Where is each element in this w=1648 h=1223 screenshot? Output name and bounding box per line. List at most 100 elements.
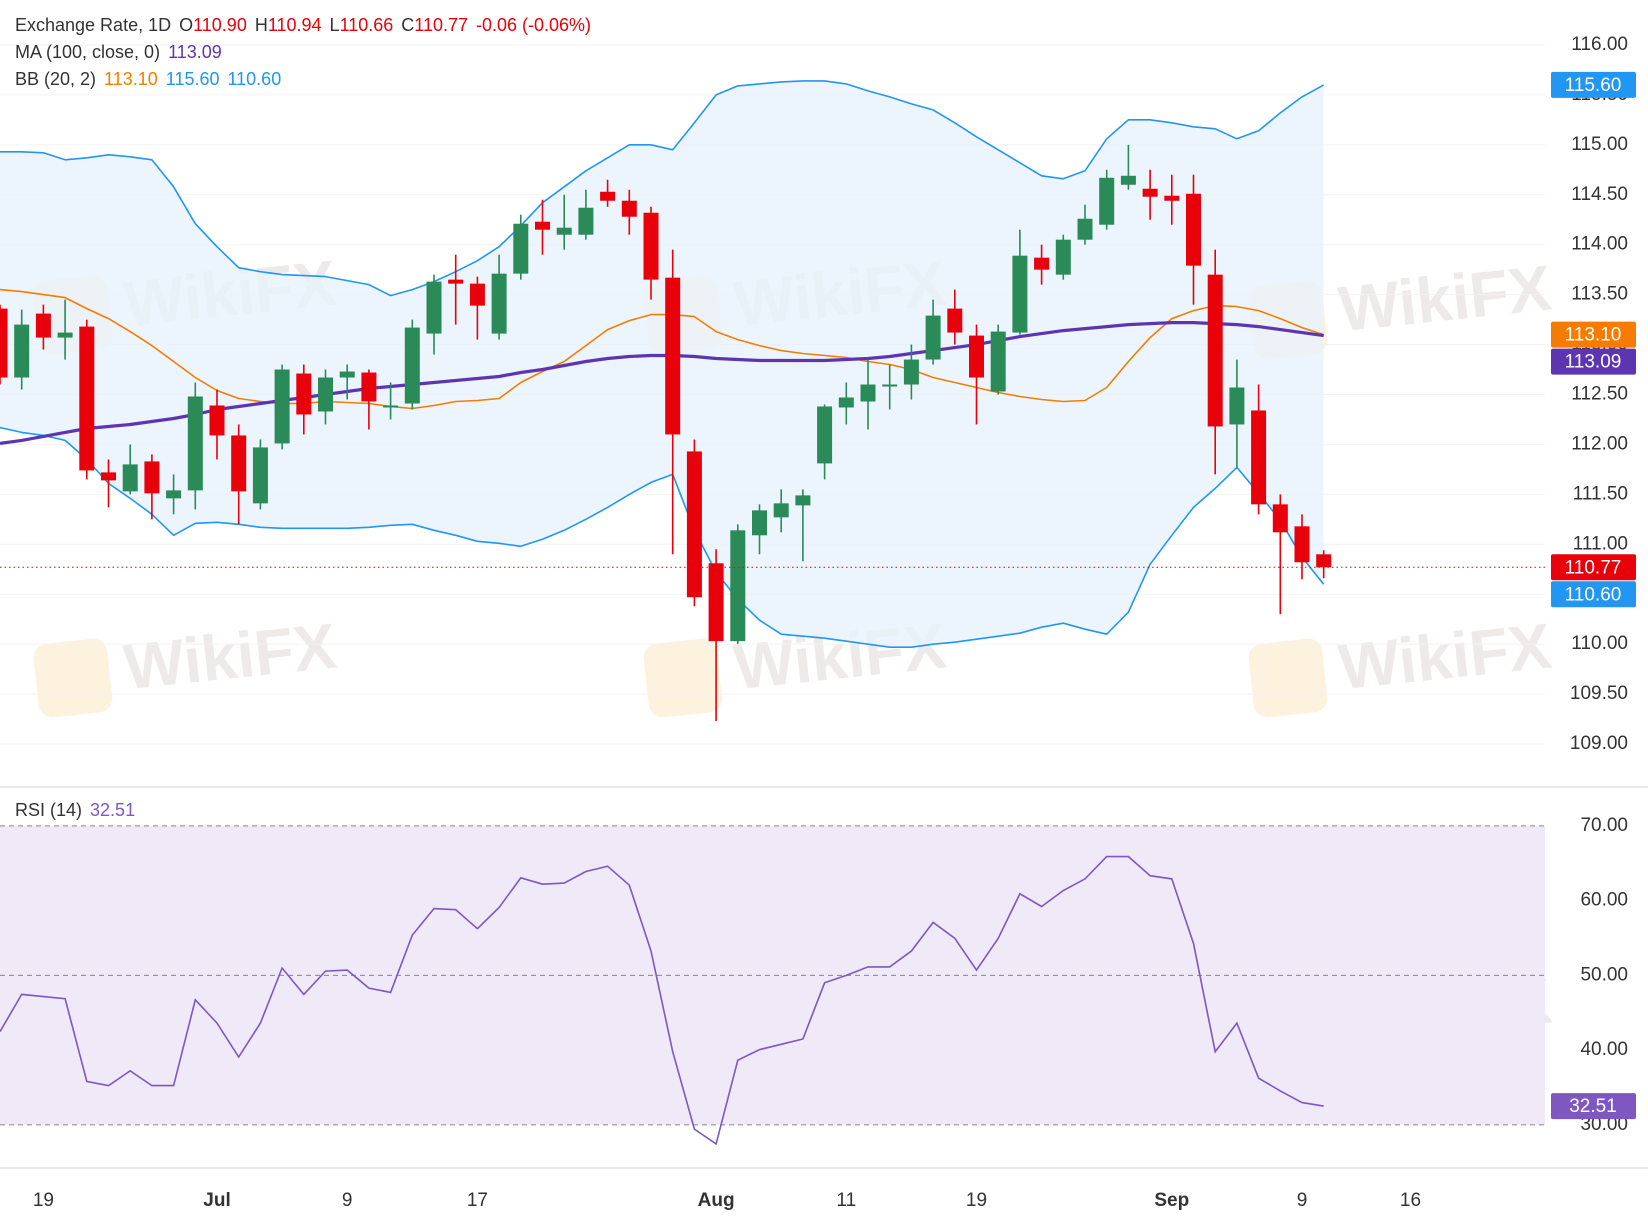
candle-body [274,369,290,444]
candle-body [14,324,30,378]
ohlc-key: O [179,15,194,35]
ohlc-key: C [401,15,415,35]
candle-body [122,464,138,492]
price-tag-label: 115.60 [1565,75,1622,96]
candle-body [101,472,116,481]
candle-body [1229,387,1245,425]
candle-body [990,331,1006,392]
legend-title: Exchange Rate, 1D [15,15,172,35]
indicator-value: 110.60 [227,69,282,89]
indicator-name: RSI (14) [15,800,83,820]
y-tick-label: 70.00 [1580,815,1628,836]
y-tick-label: 114.00 [1571,234,1628,255]
price-pane [0,44,1545,745]
candle-body [404,327,420,404]
candle-body [730,530,746,642]
candle-body [860,384,876,402]
candle-body [773,503,789,518]
ohlc-key: H [254,15,268,35]
rsi-line [0,855,1324,1146]
candle-body [426,281,442,334]
legend: Exchange Rate, 1D O110.90 H110.94 L110.66 C1… [15,12,599,93]
y-tick-label: 111.00 [1573,533,1628,554]
watermark-text: WikiFX [1335,609,1554,703]
ohlc-item: C110.77 [401,15,468,35]
watermark-logo [643,638,723,718]
ohlc-value: 110.90 [193,15,247,35]
indicator-name: BB (20, 2) [15,69,97,89]
candle-body [252,447,268,504]
rsi-pane [0,825,1545,1146]
indicator-value: 113.09 [168,42,222,62]
candle-body [903,359,919,385]
indicator-value: 113.10 [104,69,158,89]
candle-body [1099,177,1115,225]
legend: RSI (14) 32.51 [15,797,143,824]
price-tag-label: 110.77 [1565,557,1622,578]
y-tick-label: 30.00 [1580,1114,1628,1135]
price-tag [1551,554,1636,581]
candle-body [882,384,898,387]
x-tick-label: 17 [467,1190,488,1211]
candle-body [1294,526,1310,563]
price-tag [1551,1093,1636,1120]
rsi-band [0,825,1545,1125]
candle-body [643,212,659,280]
y-tick-label: 112.50 [1571,384,1628,405]
y-tick-label: 60.00 [1580,890,1628,911]
y-tick-label: 114.50 [1571,184,1628,205]
candle-body [1120,175,1136,185]
candle-body [339,371,355,378]
ohlc-value: 110.94 [267,15,322,35]
x-tick-label: 19 [966,1190,987,1211]
y-tick-label: 113.50 [1571,284,1628,305]
x-tick-label: 19 [33,1190,54,1211]
watermark-text: WikiFX [1335,251,1554,345]
price-tag-label: 113.10 [1565,325,1622,346]
x-tick-label: Jul [203,1190,230,1211]
candle-body [1316,554,1332,568]
ohlc-item: O110.90 [179,15,247,35]
candle-body [1077,218,1093,240]
indicator-value: 32.51 [90,800,136,820]
candle-body [969,335,984,378]
legend-row: BB (20, 2) 113.10 115.60 110.60 [15,66,599,93]
indicator-value: 115.60 [165,69,220,89]
candle-body [947,308,963,333]
price-tag [1551,348,1636,375]
candle-body [838,397,854,408]
candle-body [621,200,637,217]
x-tick-label: 9 [1297,1190,1308,1211]
watermark-logo [1248,638,1328,718]
candle-body [1034,257,1050,270]
change: -0.06 (-0.06%) [476,15,592,35]
candle-body [469,283,485,306]
candle-body [79,326,95,471]
candle-body [600,191,616,201]
candle-body [513,223,529,274]
candle-body [817,406,833,464]
ohlc-value: 110.66 [339,15,394,35]
candle-body [361,372,377,402]
x-tick-label: 11 [836,1190,856,1211]
legend-row: Exchange Rate, 1D O110.90 H110.94 L110.66 C1… [15,12,599,39]
candle-body [1164,195,1180,201]
candle-body [491,273,507,334]
candle-body [925,315,941,360]
candle-body [752,510,767,536]
watermark-text: WikiFX [120,609,339,703]
y-tick-label: 110.00 [1571,633,1628,654]
indicator-line [0,80,1325,297]
candle-body [665,277,681,435]
candle-body [35,313,51,338]
y-tick-label: 40.00 [1580,1039,1628,1060]
candle-body [1142,188,1158,197]
indicator-name: MA (100, close, 0) [15,42,161,62]
ohlc-item: L110.66 [330,15,394,35]
indicator-line [0,426,1325,648]
x-tick-label: 9 [342,1190,353,1211]
y-tick-label: 109.00 [1570,733,1628,754]
y-tick-label: 115.00 [1571,134,1628,155]
candle-body [1272,504,1288,533]
